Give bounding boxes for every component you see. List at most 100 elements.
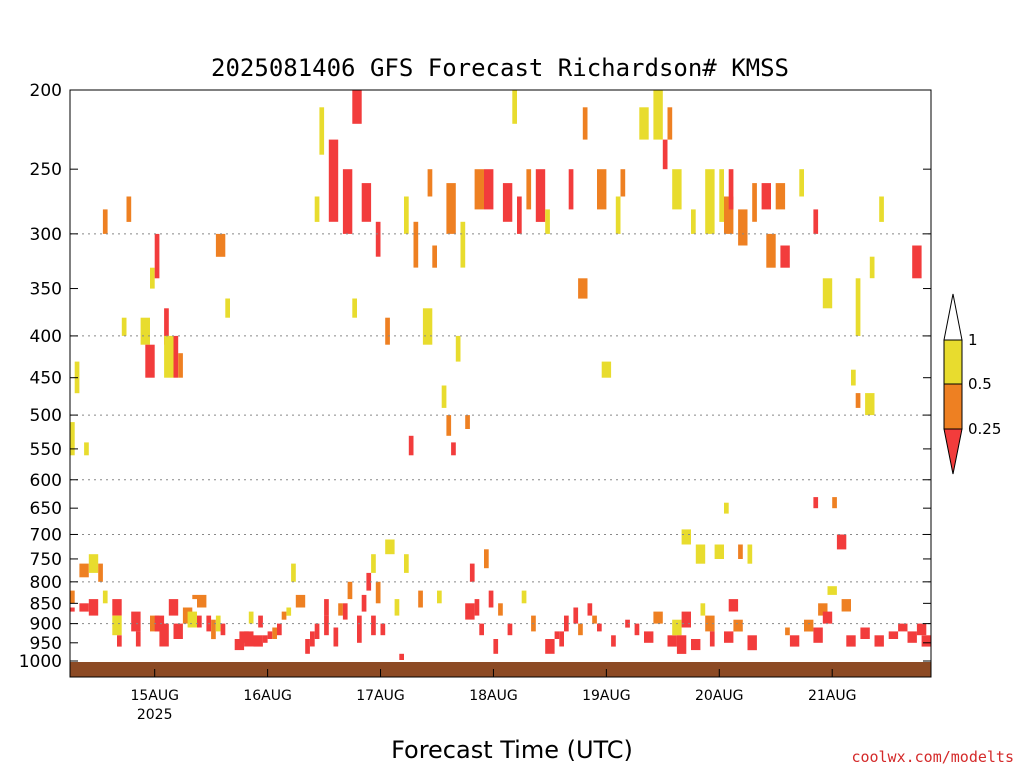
heatmap-cell (168, 599, 179, 616)
heatmap-cell (498, 603, 503, 616)
heatmap-cell (262, 635, 268, 643)
heatmap-cell (653, 90, 663, 140)
heatmap-cell (277, 623, 282, 636)
heatmap-cell (644, 631, 654, 643)
heatmap-cell (691, 639, 701, 651)
y-tick-label: 950 (30, 634, 62, 654)
heatmap-cell (437, 590, 442, 604)
heatmap-cell (239, 631, 249, 643)
x-tick-label: 17AUG (356, 688, 405, 704)
colorbar-yellow (943, 339, 963, 385)
y-tick-label: 1000 (19, 652, 62, 672)
heatmap-cell (865, 393, 875, 416)
heatmap-cell (286, 607, 292, 616)
heatmap-cell (361, 183, 372, 222)
heatmap-cell (88, 599, 99, 616)
heatmap-cell (597, 169, 607, 210)
heatmap-cell (173, 623, 183, 639)
heatmap-cell (333, 627, 339, 647)
heatmap-cell (611, 635, 616, 647)
heatmap-cell (380, 623, 386, 636)
heatmap-cell (719, 169, 724, 222)
heatmap-cell (79, 563, 89, 578)
heatmap-cell (314, 196, 320, 222)
heatmap-cell (898, 623, 908, 632)
heatmap-cell (178, 353, 183, 378)
heatmap-cell (573, 607, 579, 624)
y-tick-label: 650 (30, 499, 62, 519)
heatmap-cell (822, 278, 833, 309)
heatmap-cell (639, 107, 649, 140)
heatmap-cell (836, 534, 847, 550)
heatmap-cell (366, 572, 372, 591)
heatmap-cell (869, 256, 875, 279)
heatmap-cell (197, 615, 202, 628)
heatmap-cell (70, 422, 75, 456)
heatmap-cell (248, 611, 254, 624)
heatmap-cell (446, 415, 452, 436)
heatmap-cell (841, 599, 851, 612)
heatmap-cell (705, 169, 715, 234)
heatmap-cell (634, 623, 640, 636)
heatmap-cell (474, 599, 480, 616)
heatmap-cell (446, 183, 456, 234)
y-tick-label: 600 (30, 471, 62, 491)
heatmap-cell (418, 590, 423, 608)
heatmap-cell (164, 308, 169, 345)
heatmap-cells (70, 90, 931, 661)
heatmap-cell (775, 183, 786, 210)
heatmap-cell (526, 169, 532, 210)
x-tick-label: 19AUG (582, 688, 631, 704)
heatmap-cell (385, 317, 390, 345)
ground-strip (70, 662, 931, 677)
y-tick-label: 450 (30, 369, 62, 389)
y-tick-label: 550 (30, 440, 62, 460)
heatmap-cell (874, 635, 884, 647)
heatmap-cell (789, 635, 800, 647)
heatmap-cell (352, 90, 362, 124)
heatmap-cell (888, 631, 899, 639)
x-axis-label: Forecast Time (UTC) (391, 736, 633, 764)
x-axis: 15AUG 2025 16AUG 17AUG 18AUG 19AUG 20AUG 21AUG (130, 669, 856, 723)
heatmap-cell (314, 623, 320, 639)
colorbar-bottom-triangle (943, 428, 963, 475)
heatmap-cell (215, 233, 226, 257)
heatmap-cell (620, 169, 626, 197)
heatmap-cell (145, 344, 155, 378)
y-axis: 200 250 300 350 400 450 500 550 600 650 700 750 8008… (19, 81, 931, 672)
heatmap-cell (413, 221, 419, 268)
heatmap-cell (488, 590, 494, 608)
heatmap-cell (371, 554, 376, 573)
heatmap-cell (738, 544, 743, 559)
plot-frame (69, 89, 932, 678)
heatmap-cell (126, 196, 132, 222)
heatmap-cell (827, 586, 837, 595)
heatmap-cell (559, 631, 564, 647)
heatmap-cell (578, 278, 588, 299)
heatmap-cell (342, 603, 348, 620)
heatmap-cell (319, 107, 325, 155)
heatmap-cell (799, 169, 804, 197)
heatmap-cell (832, 497, 837, 509)
colorbar-top-triangle (943, 293, 963, 341)
heatmap-cell (568, 169, 574, 210)
heatmap-cell (70, 607, 75, 612)
heatmap-cell (728, 169, 734, 210)
heatmap-cell (267, 631, 273, 639)
heatmap-cell (780, 245, 790, 268)
heatmap-cell (357, 615, 362, 643)
heatmap-cell (225, 298, 230, 318)
heatmap-cell (592, 615, 597, 624)
heatmap-cell (140, 317, 150, 345)
ground-layer (70, 660, 931, 677)
heatmap-cell (597, 623, 602, 632)
heatmap-cell (587, 603, 593, 616)
heatmap-cell (667, 107, 673, 140)
colorbar: 1 0.5 0.25 (943, 293, 1001, 475)
heatmap-cell (375, 221, 381, 257)
heatmap-cell (164, 335, 174, 378)
heatmap-cell (728, 599, 739, 612)
heatmap-cell (192, 594, 197, 600)
heatmap-cell (502, 183, 513, 222)
heatmap-cell (465, 415, 470, 429)
